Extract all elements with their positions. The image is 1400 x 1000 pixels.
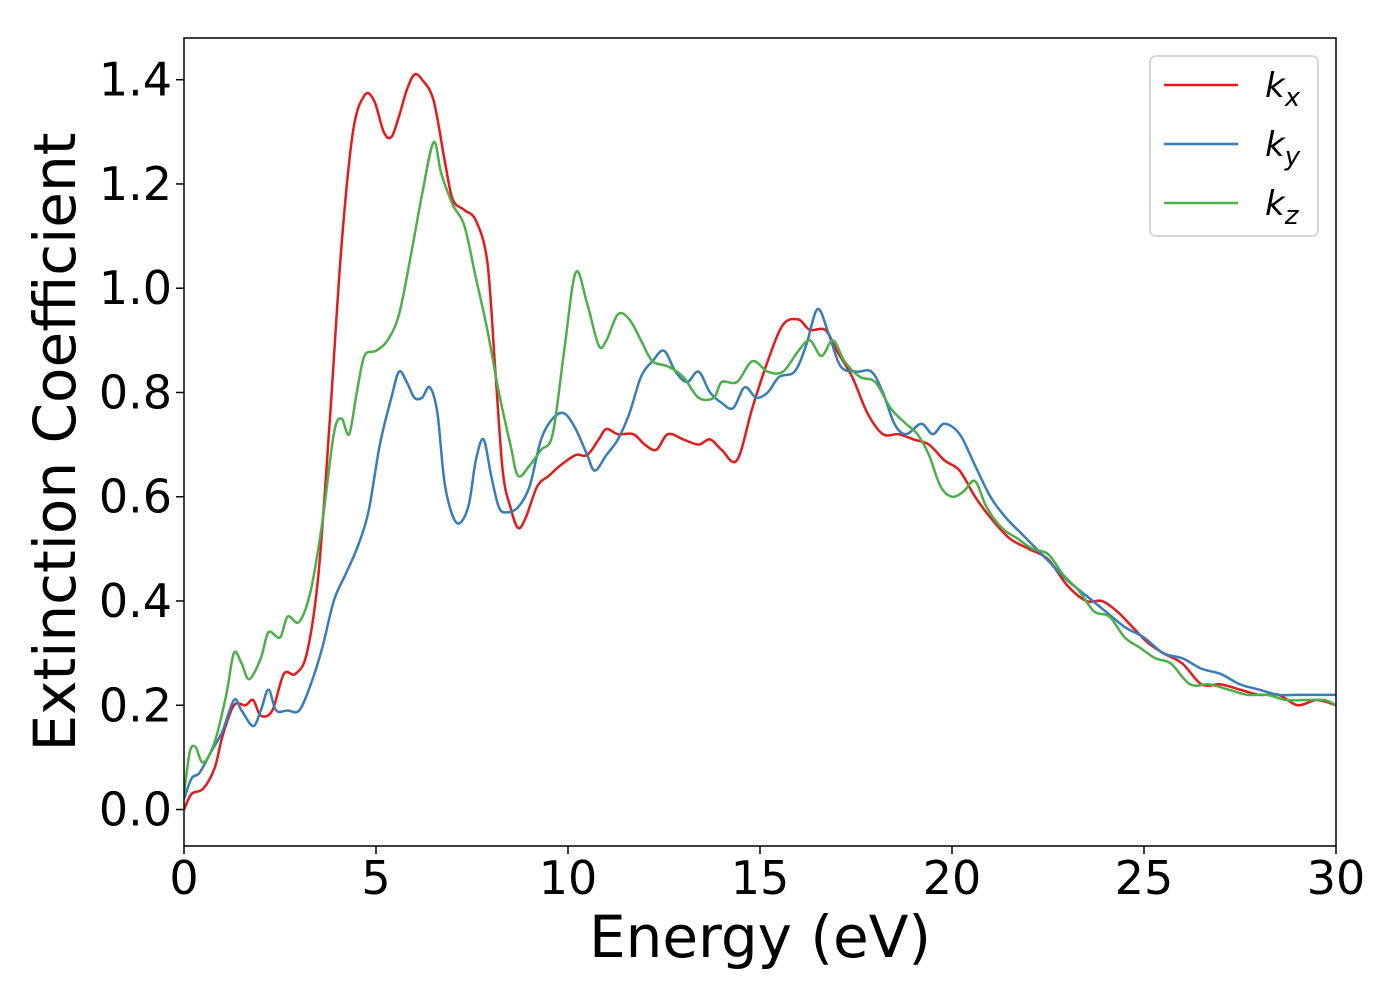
legend-label-base: k bbox=[1265, 184, 1286, 224]
y-tick-label: 0.4 bbox=[99, 574, 172, 628]
legend-label-kx: kx bbox=[1265, 66, 1301, 113]
legend-label-subscript: z bbox=[1284, 201, 1300, 231]
y-tick-label: 0.0 bbox=[99, 783, 172, 837]
legend-label-subscript: x bbox=[1284, 83, 1301, 113]
series-line-kz bbox=[184, 140, 1336, 795]
x-axis-label: Energy (eV) bbox=[589, 903, 931, 971]
y-tick-label: 1.0 bbox=[99, 261, 172, 315]
x-tick-label: 10 bbox=[539, 851, 598, 905]
y-axis-label: Extinction Coefficient bbox=[21, 133, 89, 752]
legend-label-ky: ky bbox=[1265, 125, 1301, 172]
y-tick-label: 1.2 bbox=[99, 157, 172, 211]
series-layer bbox=[184, 72, 1336, 811]
x-tick-label: 0 bbox=[169, 851, 198, 905]
legend-label-base: k bbox=[1265, 66, 1286, 106]
y-tick-label: 0.6 bbox=[99, 470, 172, 524]
series-line-ky bbox=[184, 307, 1336, 800]
y-tick-label: 0.2 bbox=[99, 678, 172, 732]
legend-box bbox=[1149, 55, 1319, 237]
x-tick-label: 20 bbox=[923, 851, 982, 905]
legend-label-base: k bbox=[1265, 125, 1286, 165]
y-axis: 0.0 0.2 0.4 0.6 0.8 1.0 1.2 1.4 bbox=[99, 53, 184, 837]
y-tick-label: 0.8 bbox=[99, 365, 172, 419]
x-tick-label: 30 bbox=[1307, 851, 1366, 905]
x-tick-label: 5 bbox=[361, 851, 390, 905]
legend-label-subscript: y bbox=[1284, 142, 1301, 172]
y-tick-label: 1.4 bbox=[99, 53, 172, 107]
legend-label-kz: kz bbox=[1265, 184, 1300, 231]
series-line-kx bbox=[184, 72, 1336, 811]
x-tick-label: 25 bbox=[1115, 851, 1174, 905]
x-axis: 0 5 10 15 20 25 30 bbox=[169, 846, 1365, 905]
x-tick-label: 15 bbox=[731, 851, 790, 905]
